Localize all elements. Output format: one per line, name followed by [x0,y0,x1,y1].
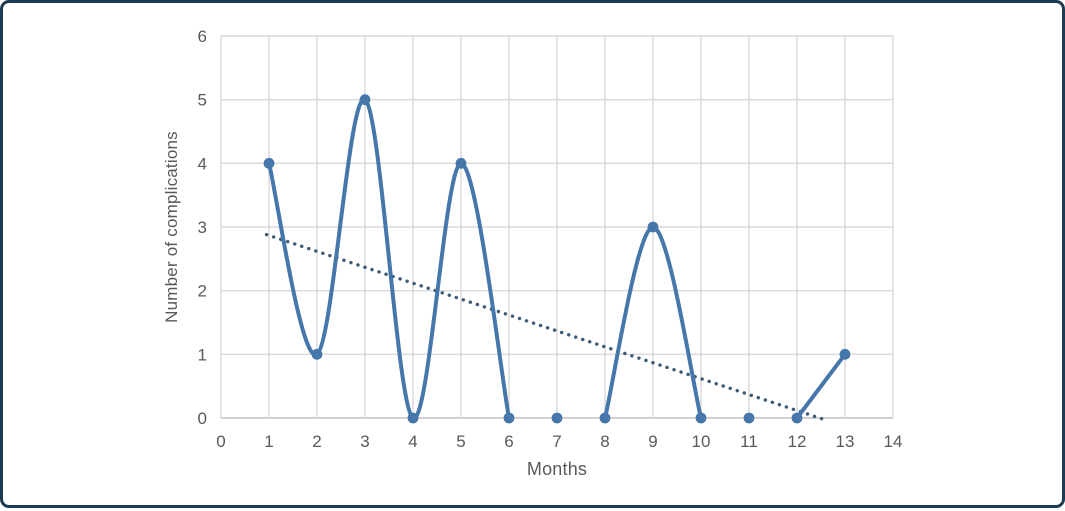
x-tick-label: 7 [552,432,561,451]
x-tick-label: 10 [692,432,711,451]
data-point-marker [311,348,323,360]
chart-container: 0 1 2 3 4 5 6 7 8 9 10 11 12 13 14 0 1 2 3 4 5 6 Months Numbe… [3,3,1062,505]
data-point-marker [407,412,419,424]
data-point-marker [359,94,371,106]
data-point-marker [647,221,659,233]
x-tick-label: 9 [648,432,657,451]
x-tick-label: 5 [456,432,465,451]
data-point-marker [599,412,611,424]
x-tick-label: 4 [408,432,417,451]
data-point-marker [551,412,563,424]
x-tick-label: 6 [504,432,513,451]
series-line-segment [267,97,511,421]
x-tick-label: 12 [788,432,807,451]
x-tick-label: 3 [360,432,369,451]
y-tick-label: 0 [198,409,207,428]
y-tick-label: 5 [198,91,207,110]
x-tick-label: 8 [600,432,609,451]
x-tick-label: 0 [216,432,225,451]
y-tick-label: 6 [198,27,207,46]
x-tick-label: 2 [312,432,321,451]
data-point-marker [455,157,467,169]
data-point-marker [695,412,707,424]
x-tick-label: 13 [836,432,855,451]
data-point-marker [839,348,851,360]
y-tick-label: 2 [198,282,207,301]
data-point-marker [743,412,755,424]
x-tick-label: 14 [884,432,903,451]
data-point-marker [791,412,803,424]
y-axis-title: Number of complications [162,131,181,323]
y-tick-label: 3 [198,218,207,237]
y-tick-label: 4 [198,154,207,173]
trendline [264,232,826,421]
x-tick-label: 1 [264,432,273,451]
x-tick-label: 11 [740,432,758,451]
x-axis-title: Months [526,459,588,479]
data-point-marker [263,157,275,169]
data-point-marker [503,412,515,424]
series-line-segment [795,352,847,420]
y-tick-label: 1 [198,345,207,364]
